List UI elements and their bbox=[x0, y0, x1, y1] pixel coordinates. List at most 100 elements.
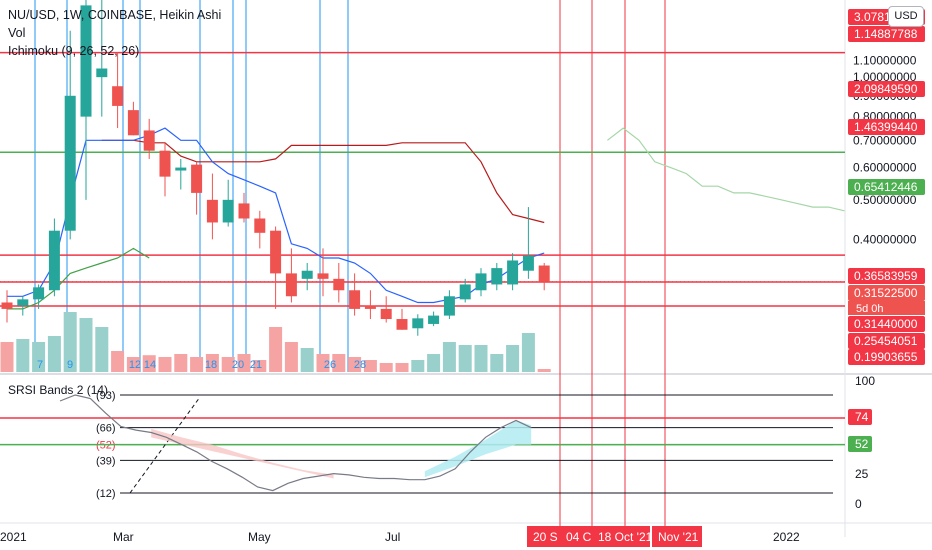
time-axis-tick: 2022 bbox=[773, 530, 800, 544]
volume-bar bbox=[142, 355, 156, 372]
volume-bar bbox=[284, 342, 298, 372]
candle-body bbox=[206, 199, 218, 223]
candle-body bbox=[64, 95, 76, 231]
volume-bar bbox=[253, 360, 267, 372]
price-tag bbox=[848, 285, 925, 301]
volume-bar bbox=[158, 357, 172, 372]
price-tag-countdown bbox=[848, 301, 925, 315]
time-axis-tick: 2021 bbox=[0, 530, 27, 544]
oscillator-level-tag bbox=[848, 409, 872, 425]
price-axis-tick: 0.50000000 bbox=[853, 193, 917, 207]
volume-bar bbox=[300, 348, 314, 372]
candle-body bbox=[396, 319, 408, 330]
volume-bar bbox=[174, 354, 188, 372]
date-marker-label: 14 bbox=[144, 359, 156, 371]
time-marker-label: 20 S bbox=[533, 530, 558, 544]
candle-body bbox=[317, 273, 329, 279]
volume-bar bbox=[537, 369, 551, 372]
ichimoku-leading-span-line bbox=[607, 127, 845, 212]
srsi-band-label: (39) bbox=[96, 455, 116, 467]
oscillator-level-tag-label: 74 bbox=[855, 410, 869, 424]
candle-body bbox=[538, 265, 550, 282]
price-tag-label: 0.31522500 bbox=[854, 286, 918, 300]
price-tag bbox=[848, 333, 925, 349]
volume-bar bbox=[332, 354, 346, 372]
candle-body bbox=[48, 230, 60, 291]
candle-body bbox=[507, 260, 519, 285]
time-marker-label: 04 C bbox=[566, 530, 592, 544]
volume-bar bbox=[474, 345, 488, 372]
price-tag-label: 0.65412446 bbox=[854, 180, 918, 194]
volume-bar bbox=[521, 333, 535, 372]
candle-body bbox=[380, 308, 392, 320]
candle-body bbox=[333, 278, 345, 291]
candle-body bbox=[270, 230, 282, 274]
price-axis-tick: 1.10000000 bbox=[853, 53, 917, 67]
volume-bar bbox=[47, 336, 61, 372]
candle-body bbox=[159, 150, 171, 177]
candle-body bbox=[522, 255, 534, 271]
oscillator-level-tag bbox=[848, 436, 872, 452]
volume-bar bbox=[32, 342, 46, 372]
time-marker-tag bbox=[560, 526, 593, 547]
price-tag-label: 0.31440000 bbox=[854, 317, 918, 331]
volume-bar bbox=[221, 357, 235, 372]
srsi-band-label: (52) bbox=[96, 440, 116, 452]
time-axis-tick: May bbox=[248, 530, 271, 544]
candle-body bbox=[475, 273, 487, 291]
volume-bar bbox=[379, 363, 393, 372]
srsi-bear-fill bbox=[151, 428, 334, 479]
candle-body bbox=[143, 130, 155, 151]
candle-body bbox=[96, 68, 108, 78]
date-marker-label: 26 bbox=[324, 359, 336, 371]
candle-body bbox=[443, 296, 455, 316]
candle-body bbox=[238, 203, 250, 219]
candle-body bbox=[175, 167, 187, 171]
candle-body bbox=[17, 299, 29, 306]
volume-bar bbox=[269, 327, 283, 372]
volume-bar bbox=[348, 357, 362, 372]
volume-bar bbox=[63, 312, 77, 372]
price-tag-label: 0.25454051 bbox=[854, 334, 918, 348]
volume-indicator-label[interactable]: Vol bbox=[8, 26, 26, 40]
price-tag bbox=[848, 179, 925, 195]
candle-body bbox=[428, 315, 440, 324]
candle-body bbox=[459, 284, 471, 300]
volume-bar bbox=[395, 363, 409, 372]
srsi-band-label: (66) bbox=[96, 423, 116, 435]
time-axis-tick: Jul bbox=[385, 530, 400, 544]
volume-bar bbox=[190, 357, 204, 372]
candle-body bbox=[191, 164, 203, 193]
oscillator-title: SRSI Bands 2 (14) bbox=[8, 383, 108, 397]
date-marker-label: 7 bbox=[37, 359, 43, 371]
price-axis-tick: 1.00000000 bbox=[853, 70, 917, 84]
volume-bar bbox=[111, 351, 125, 372]
volume-bar bbox=[0, 342, 14, 372]
time-marker-tag bbox=[652, 526, 702, 547]
volume-bar bbox=[316, 354, 330, 372]
date-marker-label: 9 bbox=[67, 359, 73, 371]
ichimoku-indicator-label[interactable]: Ichimoku (9, 26, 52, 26) bbox=[8, 44, 140, 58]
price-axis-tick: 0.60000000 bbox=[853, 161, 917, 175]
srsi-band-label: (12) bbox=[96, 488, 116, 500]
time-marker-label: Nov '21 bbox=[658, 530, 699, 544]
candle-body bbox=[301, 270, 313, 279]
srsi-bull-fill bbox=[424, 420, 532, 478]
volume-bar bbox=[126, 357, 140, 372]
srsi-band-label: (93) bbox=[96, 390, 116, 402]
candle-body bbox=[33, 287, 45, 300]
date-marker-label: 18 bbox=[205, 359, 217, 371]
candle-body bbox=[80, 5, 92, 117]
volume-bar bbox=[506, 345, 520, 372]
volume-bar bbox=[490, 354, 504, 372]
oscillator-axis-tick: 100 bbox=[855, 374, 875, 388]
currency-button[interactable]: USD bbox=[888, 6, 924, 27]
date-marker-label: 28 bbox=[354, 359, 366, 371]
volume-bar bbox=[442, 342, 456, 372]
candle-body bbox=[254, 218, 266, 233]
candle-body bbox=[112, 86, 124, 106]
volume-bar bbox=[411, 360, 425, 372]
price-tag-label: 2.09849590 bbox=[854, 82, 918, 96]
volume-bar bbox=[205, 354, 219, 372]
price-tag-countdown-label: 5d 0h bbox=[856, 303, 884, 315]
